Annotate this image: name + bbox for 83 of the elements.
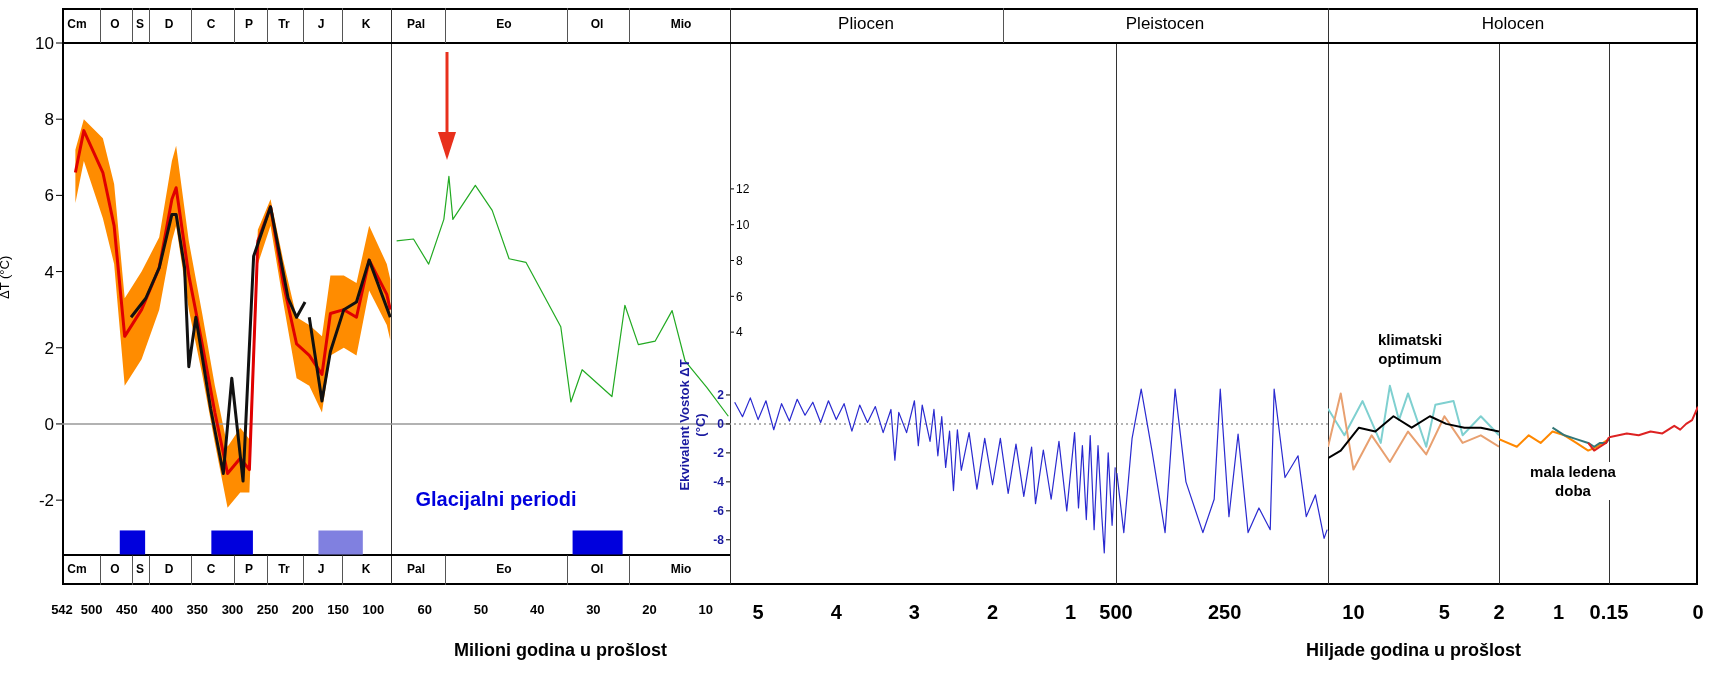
y-tick-label: -2 xyxy=(38,491,54,511)
annotation: klimatski optimum xyxy=(1355,330,1465,368)
x-tick-label: 350 xyxy=(186,602,209,618)
text: Eo xyxy=(495,562,513,576)
y2-tick-label: -4 xyxy=(713,475,725,490)
x-axis-title: Milioni godina u prošlost xyxy=(453,640,668,661)
y2-tick-label: -2 xyxy=(713,446,725,461)
x-tick-label: 450 xyxy=(115,602,138,618)
text: K xyxy=(361,17,371,31)
y2-axis-title: Ekvivalent Vostok ΔT (°C) xyxy=(677,359,708,491)
y2-tick-label: -6 xyxy=(713,504,725,519)
y3-tick-label: 4 xyxy=(736,325,743,340)
x-tick-label: 5 xyxy=(1438,601,1450,624)
x-tick-label: 0.15 xyxy=(1589,601,1629,624)
text: Pliocen xyxy=(837,14,895,34)
text: Mio xyxy=(669,562,693,576)
text: Ol xyxy=(589,562,605,576)
x-tick-label: 542 xyxy=(51,602,73,618)
text: Pal xyxy=(406,562,425,576)
text: Tr xyxy=(278,17,290,31)
x-tick-label: 1 xyxy=(1065,601,1077,624)
y2-tick-label: 0 xyxy=(717,417,725,432)
x-tick-label: 200 xyxy=(292,602,314,618)
text: Tr xyxy=(278,562,290,576)
x-tick-label: 100 xyxy=(362,602,385,618)
y-tick-label: 8 xyxy=(44,110,54,130)
text: D xyxy=(164,562,174,576)
y3-tick-label: 12 xyxy=(736,182,750,197)
x-tick-label: 250 xyxy=(256,602,279,618)
x-tick-label: 400 xyxy=(151,602,173,618)
text: Mio xyxy=(670,17,692,31)
x-tick-label: 300 xyxy=(221,602,244,618)
y3-tick-label: 6 xyxy=(736,289,743,304)
x-tick-label: 5 xyxy=(752,601,764,624)
x-tick-label: 10 xyxy=(1342,601,1365,624)
x-tick-label: 60 xyxy=(417,602,432,618)
annotation: mala ledena doba xyxy=(1521,462,1625,500)
text: Ol xyxy=(590,17,604,31)
text: P xyxy=(244,17,253,31)
x-axis-title: Hiljade godina u prošlost xyxy=(1305,640,1522,661)
x-tick-label: 1 xyxy=(1552,601,1565,624)
x-tick-label: 150 xyxy=(327,602,350,618)
text: J xyxy=(317,17,325,31)
text: C xyxy=(206,17,216,31)
x-tick-label: 2 xyxy=(986,601,999,624)
x-tick-label: 20 xyxy=(642,602,657,618)
x-tick-label: 2 xyxy=(1493,601,1505,624)
x-tick-label: 500 xyxy=(1099,601,1133,624)
y-axis-title: ΔT (°C) xyxy=(0,255,12,299)
y3-tick-label: 10 xyxy=(736,217,750,232)
y-tick-label: 4 xyxy=(44,262,54,282)
text: O xyxy=(110,562,120,576)
text: S xyxy=(135,17,144,31)
x-tick-label: 40 xyxy=(529,602,545,618)
annotation: Glacijalni periodi xyxy=(396,488,596,510)
text: K xyxy=(361,562,371,576)
x-tick-label: 3 xyxy=(908,601,920,624)
y-tick-label: 6 xyxy=(44,186,54,206)
text: J xyxy=(317,562,325,576)
text: Pal xyxy=(406,17,425,31)
text: Holocen xyxy=(1480,14,1546,34)
y-tick-label: 2 xyxy=(44,338,54,358)
x-tick-label: 30 xyxy=(586,602,601,618)
text: D xyxy=(164,17,174,31)
x-tick-label: 250 xyxy=(1207,601,1242,624)
text: O xyxy=(110,17,120,31)
x-tick-label: 4 xyxy=(830,601,843,624)
text: C xyxy=(206,562,216,576)
x-tick-label: 50 xyxy=(473,602,489,618)
x-tick-label: 10 xyxy=(698,602,714,618)
text: S xyxy=(135,562,144,576)
text: P xyxy=(244,562,253,576)
text: Eo xyxy=(496,17,512,31)
y-tick-label: 0 xyxy=(44,414,54,434)
text: Pleistocen xyxy=(1124,14,1206,34)
y2-tick-label: 2 xyxy=(717,388,725,403)
x-tick-label: 500 xyxy=(80,602,103,618)
y2-tick-label: -8 xyxy=(713,533,725,548)
x-tick-label: 0 xyxy=(1692,601,1704,624)
text: Cm xyxy=(67,562,87,576)
y3-tick-label: 8 xyxy=(736,253,743,268)
text: Cm xyxy=(67,17,87,31)
y-tick-label: 10 xyxy=(35,34,54,54)
